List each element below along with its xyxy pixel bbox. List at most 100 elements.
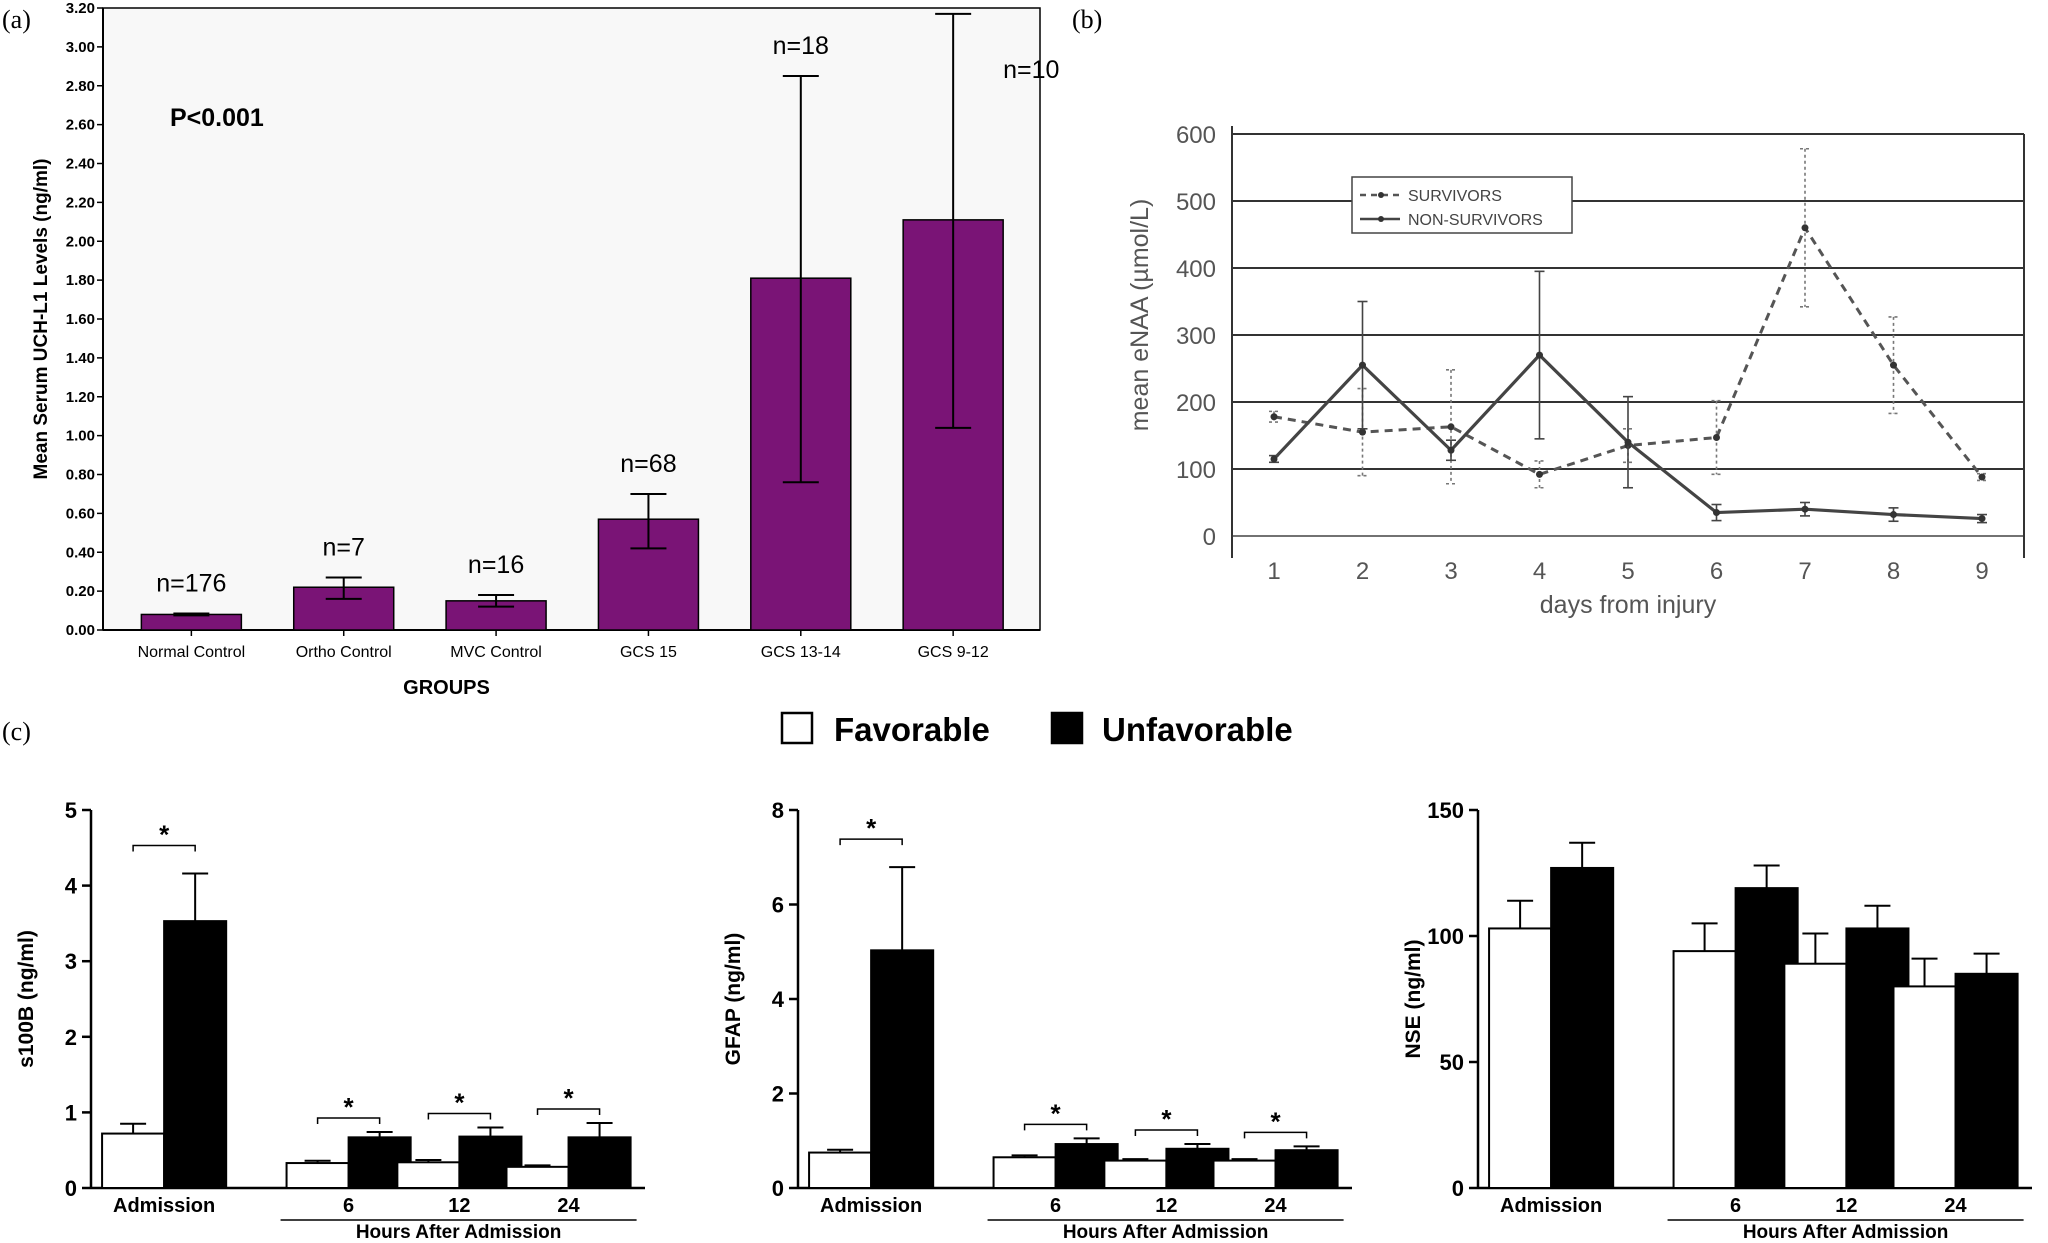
x-tick-label-a: MVC Control: [450, 644, 542, 661]
bar-favorable-c2: [992, 1156, 1057, 1189]
y-tick-label-c3: 150: [1427, 798, 1464, 823]
significance-star-c2: *: [1161, 1104, 1172, 1134]
x-axis-title-a: GROUPS: [403, 677, 490, 699]
significance-bracket-c1: [427, 1112, 492, 1120]
point-non-survivors: [1359, 361, 1366, 369]
significance-bracket-c2: [1023, 1123, 1088, 1131]
x-tick-label-a: GCS 15: [620, 644, 677, 661]
y-tick-label-a: 1.20: [66, 389, 95, 406]
error-bar-favorable-c2-3: [1231, 1158, 1258, 1161]
x-tick-label-c2: 24: [1264, 1195, 1287, 1217]
bar-favorable-c3: [1892, 985, 1957, 1190]
y-tick-label-a: 2.60: [66, 117, 95, 134]
error-bar-unfavorable-c2-1: [1073, 1137, 1100, 1145]
error-bar-unfavorable-c3-0: [1569, 841, 1596, 868]
y-axis-title-c2: GFAP (ng/ml): [722, 933, 745, 1066]
x-tick-label-c3: 24: [1944, 1195, 1967, 1217]
legend-unfavorable-swatch: [1050, 711, 1084, 745]
error-bar-favorable-c2-2: [1122, 1158, 1149, 1161]
x-tick-label-b: 6: [1710, 558, 1723, 585]
error-bar-b-survivors-4: [1623, 427, 1633, 464]
legend-b-nonsurvivors-marker: [1378, 216, 1384, 222]
error-bar-favorable-c1-3: [524, 1164, 551, 1167]
x-tick-label-b: 7: [1798, 558, 1811, 585]
significance-star-c1: *: [563, 1083, 574, 1113]
x-tick-label-b: 9: [1975, 558, 1988, 585]
chart-b-enaa: 0 100 200 300 400 500 600 1 2 3 4 5 6 7 8 9 SURVIVORS NON…: [1126, 122, 2025, 619]
bar-favorable-c1: [396, 1161, 461, 1190]
n-label-a: n=18: [773, 32, 829, 60]
error-bar-favorable-c1-0: [120, 1122, 147, 1134]
point-non-survivors: [1447, 446, 1455, 454]
error-bar-unfavorable-c1-0: [182, 872, 209, 922]
error-bar-unfavorable-c2-2: [1184, 1143, 1211, 1149]
error-bar-a-1: [325, 576, 362, 600]
y-tick-label-a: 1.80: [66, 272, 95, 289]
y-tick-label-b: 600: [1176, 122, 1216, 149]
point-survivors: [1270, 413, 1278, 421]
bar-favorable-c2: [1103, 1159, 1168, 1189]
error-bar-unfavorable-c3-3: [1973, 952, 2000, 974]
x-tick-label-c2: Admission: [820, 1195, 922, 1217]
error-bar-favorable-c1-2: [415, 1159, 442, 1163]
y-tick-label-c2: 4: [772, 987, 785, 1012]
y-axis-title-c3: NSE (ng/ml): [1402, 940, 1425, 1059]
error-bar-a-5: [935, 12, 972, 429]
group-label-c1: Hours After Admission: [356, 1222, 562, 1243]
significance-star-c2: *: [1051, 1098, 1062, 1128]
significance-bracket-c1: [132, 844, 196, 852]
error-bar-a-4: [782, 75, 819, 484]
error-bar-favorable-c3-3: [1911, 957, 1938, 987]
point-non-survivors: [1978, 515, 1986, 523]
y-tick-label-a: 0.00: [66, 622, 95, 639]
y-tick-label-c1: 2: [65, 1025, 77, 1050]
y-tick-label-b: 0: [1203, 524, 1216, 551]
legend-b-box: [1351, 176, 1573, 234]
bar-unfavorable-c1: [567, 1136, 632, 1190]
x-tick-label-c1: 24: [557, 1195, 580, 1217]
legend-b: SURVIVORS NON-SURVIVORS: [1351, 176, 1573, 234]
bar-favorable-c3: [1783, 962, 1848, 1189]
y-tick-label-a: 0.40: [66, 544, 95, 561]
error-bar-favorable-c3-1: [1691, 922, 1718, 952]
error-bar-a-2: [478, 594, 515, 608]
bar-unfavorable-c1: [163, 920, 228, 1190]
group-label-c2: Hours After Admission: [1063, 1222, 1269, 1243]
error-bar-unfavorable-c2-3: [1293, 1145, 1320, 1151]
y-tick-label-a: 0.20: [66, 583, 95, 600]
error-bar-favorable-c2-1: [1011, 1154, 1038, 1158]
x-tick-label-c3: Admission: [1500, 1195, 1602, 1217]
x-tick-label-c1: Admission: [113, 1195, 215, 1217]
y-tick-label-c3: 100: [1427, 924, 1464, 949]
x-tick-label-b: 5: [1621, 558, 1634, 585]
y-axis-title-b: mean eNAA (µmol/L): [1126, 199, 1154, 432]
y-tick-label-b: 100: [1176, 457, 1216, 484]
significance-star-c1: *: [159, 820, 170, 850]
error-bar-favorable-c1-1: [304, 1159, 331, 1164]
y-axis-title-a: Mean Serum UCH-L1 Levels (ng/ml): [31, 159, 52, 480]
x-tick-label-c1: 12: [448, 1195, 470, 1217]
x-tick-label-b: 3: [1444, 558, 1457, 585]
bar-favorable-c2: [1212, 1159, 1277, 1189]
significance-bracket-c2: [839, 838, 903, 846]
bar-unfavorable-c1: [458, 1135, 523, 1190]
significance-bracket-c2: [1134, 1129, 1199, 1137]
n-label-a: n=176: [156, 569, 226, 597]
error-bar-a-0: [173, 612, 210, 617]
significance-star-c1: *: [454, 1088, 465, 1118]
y-tick-label-c1: 0: [65, 1176, 77, 1201]
bar-unfavorable-c2: [1274, 1149, 1339, 1189]
y-tick-label-a: 1.00: [66, 428, 95, 445]
error-bar-unfavorable-c1-1: [366, 1131, 393, 1138]
point-non-survivors: [1713, 509, 1720, 517]
bar-favorable-c1: [285, 1162, 350, 1190]
y-tick-label-c1: 3: [65, 949, 77, 974]
x-tick-label-c2: 6: [1050, 1195, 1061, 1217]
point-survivors: [1890, 361, 1897, 369]
bar-normal-control: [140, 613, 243, 631]
x-tick-label-c3: 12: [1835, 1195, 1857, 1217]
bar-unfavorable-c3: [1954, 972, 2019, 1189]
significance-star-c2: *: [1270, 1106, 1281, 1136]
error-bar-unfavorable-c3-1: [1753, 864, 1780, 889]
